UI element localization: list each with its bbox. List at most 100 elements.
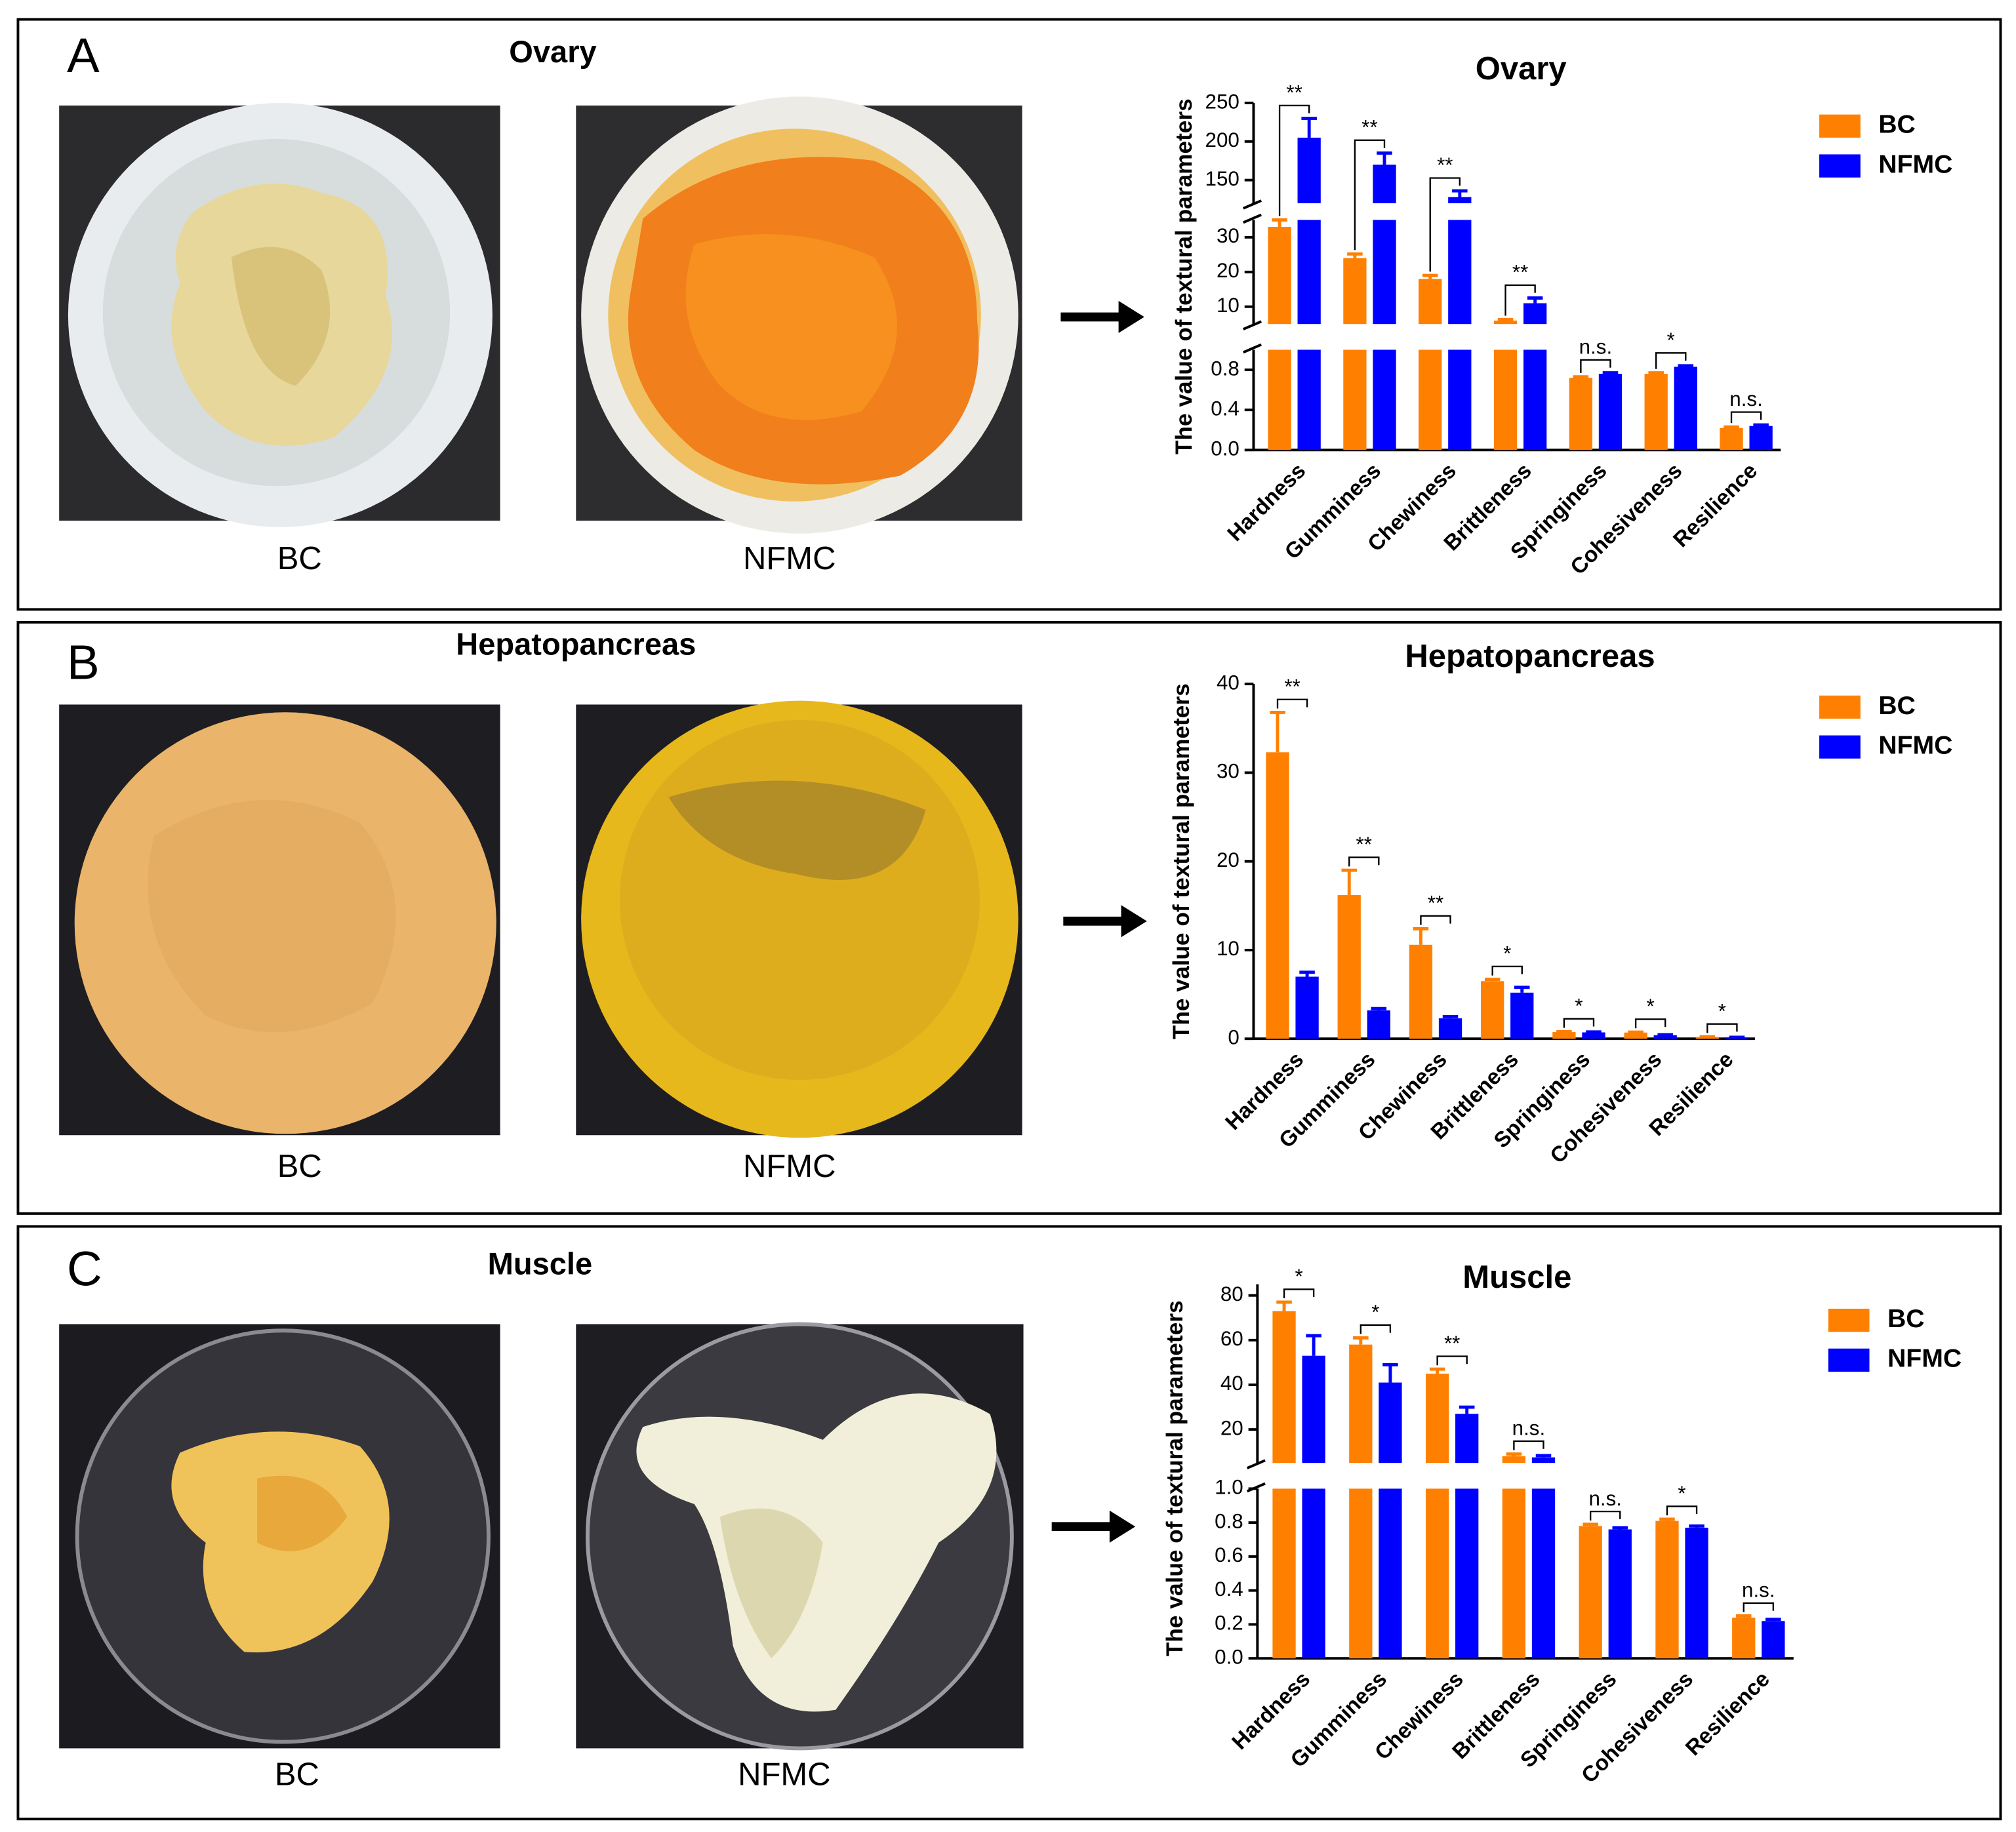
significance-bracket xyxy=(1491,965,1523,976)
photo-caption: BC xyxy=(277,1149,322,1184)
bar xyxy=(1302,1488,1325,1659)
bar xyxy=(1343,349,1367,450)
photo xyxy=(59,1324,500,1749)
bar xyxy=(1644,374,1668,450)
significance-label: * xyxy=(1667,329,1675,351)
significance-bracket xyxy=(1706,1023,1738,1033)
significance-bracket xyxy=(1634,1018,1666,1029)
bar xyxy=(1598,374,1623,450)
y-tick-label: 1.0 xyxy=(1215,1476,1243,1499)
y-axis-label: The value of textural parameters xyxy=(1169,683,1194,1039)
photo xyxy=(576,1322,1024,1751)
bar xyxy=(1510,992,1534,1039)
significance-label: ** xyxy=(1444,1332,1460,1355)
bar xyxy=(1367,1010,1390,1039)
significance-bracket xyxy=(1283,1288,1315,1299)
bar xyxy=(1297,137,1321,203)
y-tick-label: 0.4 xyxy=(1215,1578,1243,1601)
panel-title: Hepatopancreas xyxy=(456,627,696,662)
y-tick-label: 0.2 xyxy=(1215,1612,1243,1635)
y-axis-label: The value of textural parameters xyxy=(1162,1300,1188,1656)
significance-bracket xyxy=(1590,1510,1621,1521)
legend-label: BC xyxy=(1878,692,1916,720)
legend-swatch xyxy=(1819,114,1861,138)
y-tick-label: 30 xyxy=(1217,224,1240,247)
y-tick-label: 0.8 xyxy=(1215,1509,1243,1532)
significance-bracket xyxy=(1354,139,1386,250)
bar xyxy=(1732,1618,1756,1659)
significance-bracket xyxy=(1666,1505,1698,1516)
significance-label: ** xyxy=(1286,81,1302,104)
bar xyxy=(1655,1521,1679,1659)
bar xyxy=(1493,320,1518,325)
bar xyxy=(1448,349,1472,450)
legend-swatch xyxy=(1819,735,1861,759)
bar xyxy=(1481,981,1504,1039)
bar xyxy=(1448,220,1472,325)
bar xyxy=(1302,1355,1325,1464)
significance-bracket xyxy=(1360,1324,1392,1334)
significance-label: * xyxy=(1503,942,1511,965)
bar xyxy=(1653,1035,1677,1039)
y-tick-label: 0.6 xyxy=(1215,1543,1243,1566)
bar xyxy=(1749,426,1773,450)
legend-swatch xyxy=(1819,154,1861,178)
significance-bracket xyxy=(1436,1355,1468,1366)
photo xyxy=(576,700,1022,1138)
bar xyxy=(1502,1488,1526,1659)
bar xyxy=(1425,1488,1449,1659)
panel-title: Ovary xyxy=(509,34,596,69)
bar xyxy=(1266,752,1289,1039)
legend-label: NFMC xyxy=(1878,150,1952,178)
significance-bracket xyxy=(1504,284,1536,316)
bar xyxy=(1569,378,1593,450)
bar xyxy=(1295,976,1319,1039)
bar xyxy=(1419,279,1442,325)
panel-frame xyxy=(16,1225,2002,1821)
bar xyxy=(1409,944,1433,1039)
y-tick-label: 0.4 xyxy=(1211,397,1240,420)
arrow xyxy=(1051,300,1147,1543)
panel-label: B xyxy=(67,635,100,689)
significance-label: ** xyxy=(1512,261,1528,284)
significance-label: ** xyxy=(1361,116,1377,139)
y-tick-label: 0.0 xyxy=(1215,1645,1243,1668)
significance-bracket xyxy=(1276,698,1308,709)
axis-break xyxy=(1242,343,1262,354)
bar xyxy=(1349,1344,1373,1464)
axis-break xyxy=(1242,199,1262,210)
significance-label: * xyxy=(1295,1265,1302,1288)
photo-caption: NFMC xyxy=(738,1757,831,1792)
photo xyxy=(59,704,500,1136)
bar xyxy=(1523,303,1547,325)
y-tick-label: 0 xyxy=(1228,1026,1239,1049)
significance-label: * xyxy=(1371,1300,1379,1323)
legend-label: NFMC xyxy=(1878,732,1952,760)
bar xyxy=(1349,1488,1373,1659)
axis-break xyxy=(1246,1459,1266,1469)
y-tick-label: 0.8 xyxy=(1211,357,1240,380)
significance-label: n.s. xyxy=(1579,336,1613,359)
y-tick-label: 20 xyxy=(1220,1416,1243,1439)
significance-bracket xyxy=(1278,104,1310,216)
axis-break xyxy=(1242,213,1262,224)
bar xyxy=(1608,1529,1632,1659)
bar xyxy=(1762,1621,1785,1659)
bar xyxy=(1674,367,1697,450)
bar xyxy=(1502,1456,1526,1464)
chart-title: Hepatopancreas xyxy=(1405,639,1655,674)
legend-label: BC xyxy=(1887,1305,1925,1333)
photo xyxy=(576,96,1022,534)
y-tick-label: 20 xyxy=(1217,259,1240,282)
significance-bracket xyxy=(1580,359,1611,373)
significance-bracket xyxy=(1730,411,1762,424)
bar xyxy=(1523,349,1547,450)
bar xyxy=(1268,226,1291,325)
panel-frame xyxy=(16,621,2002,1215)
bar xyxy=(1624,1032,1647,1039)
bar xyxy=(1419,349,1442,450)
y-tick-label: 10 xyxy=(1217,937,1240,960)
bar xyxy=(1448,197,1472,203)
bar xyxy=(1438,1018,1462,1039)
